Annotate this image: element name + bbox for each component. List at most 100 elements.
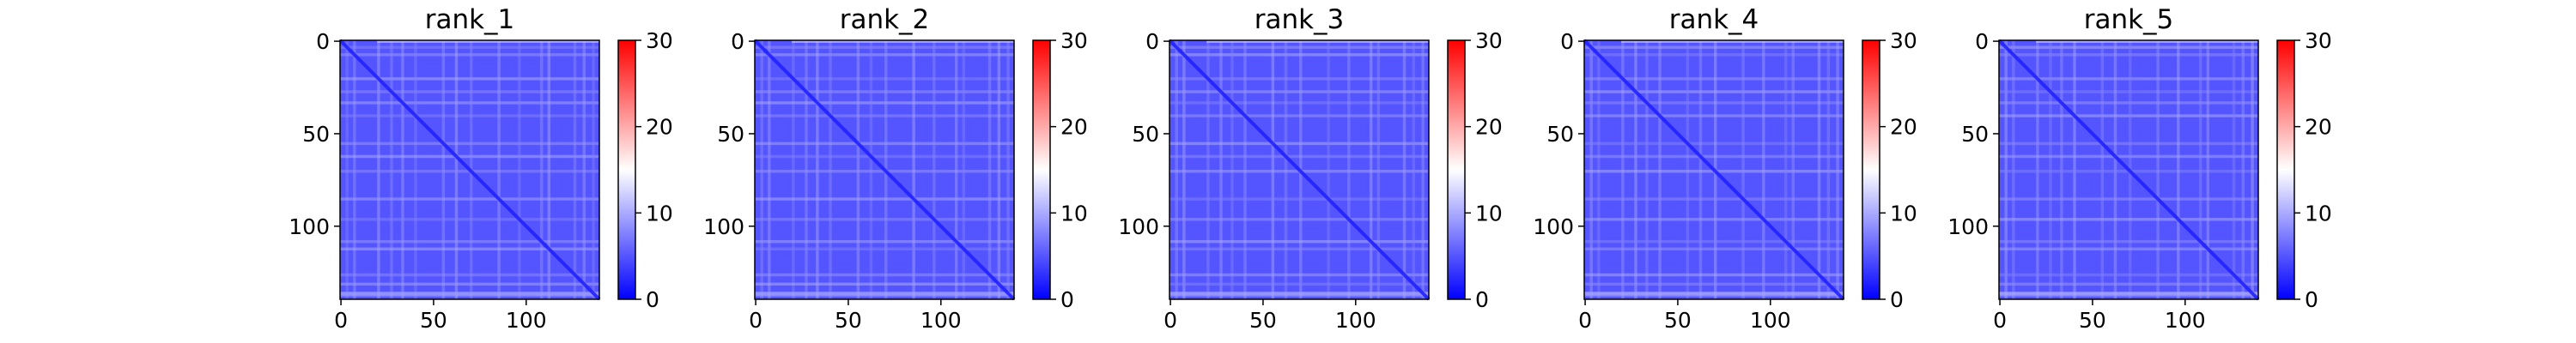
heatmap-band-row — [1999, 247, 2258, 251]
heatmap-band-row — [1584, 141, 1844, 146]
heatmap-band-row — [377, 40, 599, 43]
heatmap-band-row — [1584, 292, 1844, 297]
heatmap-band-row — [1999, 197, 2258, 201]
x-tick-label: 50 — [835, 308, 862, 333]
heatmap-panel-4: rank_4 0 50 100 0 50 100 0 10 20 30 — [1533, 4, 1917, 333]
heatmap-band-row — [1206, 40, 1429, 43]
heatmap-band-row — [340, 273, 599, 277]
heatmap-band-row — [1999, 114, 2258, 117]
heatmap-band-row — [340, 114, 599, 117]
heatmap-band-col — [2198, 40, 2202, 299]
colorbar-tick-label: 30 — [2305, 28, 2332, 53]
colorbar-tick-label: 30 — [1060, 28, 1088, 53]
heatmap-band-col — [1791, 40, 1795, 299]
panel-title: rank_1 — [425, 4, 515, 35]
heatmap-band-row — [792, 40, 1014, 43]
heatmap-band-col — [547, 40, 551, 299]
heatmap-band-col — [1369, 40, 1373, 299]
heatmap-band-row — [1584, 239, 1844, 244]
heatmap-texture — [340, 40, 599, 299]
heatmap-band-row — [1584, 77, 1844, 81]
colorbar-tick-label: 20 — [646, 115, 673, 140]
heatmap-band-row — [1621, 40, 1844, 43]
panel-title: rank_4 — [1669, 4, 1759, 35]
heatmap-band-col — [1347, 40, 1351, 299]
y-tick-label: 50 — [1546, 122, 1574, 147]
heatmap-band-row — [1999, 141, 2258, 146]
heatmap-band-row — [1999, 45, 2258, 49]
y-tick-label: 0 — [1975, 29, 1989, 54]
colorbar-tick-label: 10 — [2305, 201, 2332, 226]
y-tick-label: 50 — [1132, 122, 1159, 147]
heatmap-band-col — [1817, 40, 1821, 299]
heatmap-band-row — [1999, 101, 2258, 105]
heatmap-band-row — [1999, 154, 2258, 159]
colorbar-gradient — [1862, 40, 1880, 299]
heatmap-band-row — [1999, 77, 2258, 81]
heatmap-band-col — [962, 40, 966, 299]
heatmap-band-row — [340, 53, 599, 57]
heatmap-band-row — [340, 45, 599, 49]
heatmap-band-col — [1783, 40, 1788, 299]
x-tick-label: 100 — [2165, 308, 2206, 333]
heatmap-band-row — [1170, 114, 1429, 117]
heatmap-panel-1: rank_1 0 50 100 0 50 100 0 10 20 30 — [289, 4, 673, 333]
heatmap-band-col — [912, 40, 915, 299]
heatmap-panel-2: rank_2 0 50 100 0 50 100 0 10 20 30 — [703, 4, 1088, 333]
panel-title: rank_5 — [2084, 4, 2174, 35]
x-tick-label: 0 — [1163, 308, 1177, 333]
heatmap-band-col — [582, 40, 586, 299]
heatmap-band-row — [755, 141, 1014, 146]
heatmap-band-row — [755, 218, 1014, 221]
heatmap-band-col — [933, 40, 936, 299]
heatmap-band-col — [2232, 40, 2236, 299]
y-tick-label: 0 — [731, 29, 744, 54]
heatmap-band-col — [2177, 40, 2180, 299]
colorbar-tick-label: 10 — [1890, 201, 1917, 226]
y-tick-label: 100 — [1947, 214, 1989, 239]
panel-title: rank_2 — [840, 4, 930, 35]
x-tick-label: 0 — [1578, 308, 1592, 333]
heatmap-band-row — [1170, 154, 1429, 159]
heatmap-frame — [754, 39, 1015, 300]
heatmap-band-row — [1170, 247, 1429, 251]
x-tick-label: 0 — [749, 308, 762, 333]
colorbar-tick-label: 30 — [1890, 28, 1917, 53]
colorbar-tick-label: 0 — [1890, 287, 1904, 312]
heatmap-band-col — [1327, 40, 1330, 299]
y-tick-label: 0 — [1145, 29, 1159, 54]
heatmap-band-row — [1170, 90, 1429, 93]
heatmap-band-row — [1584, 247, 1844, 251]
heatmap-band-col — [997, 40, 1001, 299]
heatmap-band-row — [755, 114, 1014, 117]
x-tick-label: 50 — [420, 308, 447, 333]
heatmap-band-row — [755, 90, 1014, 93]
heatmap-band-col — [2156, 40, 2160, 299]
heatmap-band-col — [954, 40, 958, 299]
heatmap-band-col — [1762, 40, 1765, 299]
heatmap-band-col — [497, 40, 501, 299]
heatmap-band-col — [592, 40, 595, 299]
heatmap-band-col — [2251, 40, 2254, 299]
heatmap-band-row — [1584, 90, 1844, 93]
heatmap-band-row — [1584, 101, 1844, 105]
heatmap-band-row — [1999, 239, 2258, 244]
heatmap-band-col — [1402, 40, 1406, 299]
colorbar-frame — [1447, 39, 1466, 300]
colorbar-tick-label: 20 — [1890, 115, 1917, 140]
heatmap-band-row — [1170, 218, 1429, 221]
heatmap-diagonal — [1168, 39, 1431, 301]
panel-title: rank_3 — [1255, 4, 1345, 35]
heatmap-band-row — [755, 77, 1014, 81]
colorbar-frame — [617, 39, 636, 300]
heatmap-band-col — [1421, 40, 1425, 299]
heatmap-frame — [1583, 39, 1844, 300]
heatmap-band-row — [1170, 273, 1429, 277]
heatmap-band-row — [340, 239, 599, 244]
heatmap-band-col — [1826, 40, 1831, 299]
heatmap-band-row — [2036, 40, 2258, 43]
heatmap-frame — [1998, 39, 2259, 300]
colorbar-tick-label: 0 — [2305, 287, 2318, 312]
heatmap-band-row — [755, 45, 1014, 49]
